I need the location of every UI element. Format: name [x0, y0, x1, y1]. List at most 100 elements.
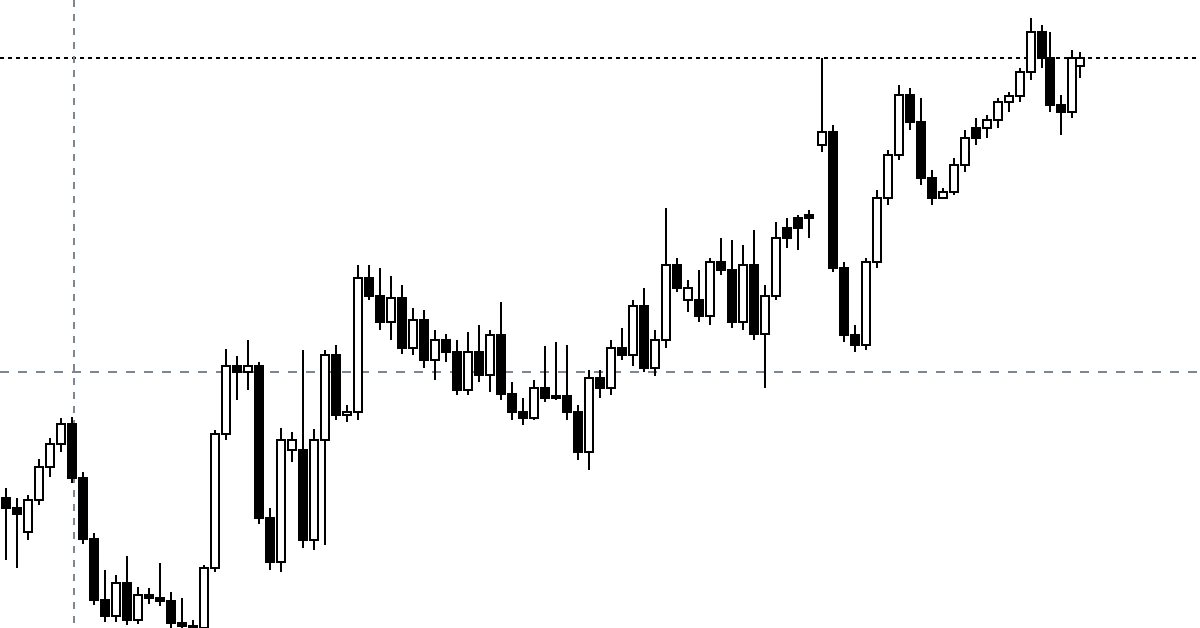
candle: [243, 340, 253, 390]
candle-body-down: [232, 365, 242, 373]
candle: [12, 498, 22, 568]
candle-body-down: [155, 597, 165, 602]
candle-body-down: [916, 121, 926, 179]
candle-body-up: [628, 305, 638, 356]
candle: [938, 188, 948, 199]
candle: [529, 380, 539, 420]
candle-body-down: [441, 339, 451, 353]
candle: [177, 598, 187, 628]
candle-body-up: [133, 594, 143, 621]
candle-body-down: [595, 377, 605, 389]
candle-body-down: [144, 594, 154, 599]
candle: [894, 85, 904, 160]
candle: [232, 356, 242, 400]
candle-body-down: [639, 305, 649, 369]
candle-body-up: [960, 137, 970, 166]
candle: [265, 508, 275, 570]
candle-body-down: [67, 423, 77, 479]
candle-body-down: [188, 625, 198, 628]
candle-body-down: [78, 477, 88, 540]
candle: [828, 125, 838, 272]
candle: [595, 370, 605, 398]
candle: [839, 262, 849, 342]
candle-body-up: [320, 354, 330, 441]
candle: [606, 340, 616, 395]
candle: [628, 300, 638, 366]
candle-body-down: [793, 217, 803, 229]
candle-body-up: [485, 334, 495, 376]
candle: [320, 350, 330, 545]
candle: [452, 340, 462, 395]
candle: [971, 118, 981, 145]
candle: [276, 428, 286, 572]
candle: [982, 115, 992, 138]
candle-body-down: [89, 538, 99, 601]
candle: [111, 575, 121, 622]
candle-body-up: [705, 261, 715, 317]
candle: [1, 488, 11, 560]
candle: [749, 230, 759, 340]
candle-body-down: [518, 411, 528, 419]
candle-body-up: [661, 264, 671, 341]
candle-body-down: [177, 622, 187, 627]
candle: [1037, 25, 1047, 68]
candle-body-down: [672, 264, 682, 289]
candle-body-up: [56, 423, 66, 445]
candle-body-down: [839, 267, 849, 336]
candle-body-up: [982, 119, 992, 129]
candle: [221, 349, 231, 440]
candle: [298, 350, 308, 548]
candle-body-down: [905, 94, 915, 123]
candle: [45, 438, 55, 477]
candle-body-up: [584, 377, 594, 453]
candle: [188, 620, 198, 628]
candle: [386, 276, 396, 340]
candle-body-down: [375, 295, 385, 323]
candle-body-up: [993, 101, 1003, 121]
candle-body-up: [872, 197, 882, 263]
candle-body-up: [771, 237, 781, 297]
candle: [309, 429, 319, 550]
candle: [771, 222, 781, 300]
candle-body-up: [760, 295, 770, 335]
candle-body-down: [122, 582, 132, 621]
candle: [485, 330, 495, 392]
candle-body-down: [1037, 31, 1047, 59]
candle: [993, 98, 1003, 128]
candle: [1056, 95, 1066, 135]
candle: [927, 170, 937, 205]
candle: [342, 405, 352, 422]
candle: [507, 382, 517, 420]
candle-body-up: [1026, 31, 1036, 73]
candle: [34, 459, 44, 505]
candle-body-down: [419, 319, 429, 361]
candle: [1067, 50, 1077, 118]
candle: [617, 328, 627, 360]
candle-body-down: [540, 387, 550, 399]
candle: [166, 592, 176, 628]
candle-body-up: [606, 347, 616, 389]
candle: [960, 130, 970, 172]
candle-body-up: [287, 439, 297, 451]
candle: [78, 472, 88, 544]
candle: [760, 285, 770, 388]
candle-body-down: [12, 507, 22, 515]
candle-body-up: [408, 319, 418, 349]
candle: [793, 215, 803, 250]
candle-body-up: [430, 339, 440, 361]
candle: [540, 346, 550, 402]
candle: [133, 587, 143, 624]
candle-body-down: [694, 299, 704, 317]
candle: [331, 345, 341, 420]
candle: [672, 258, 682, 292]
candle-body-up: [342, 411, 352, 416]
candle-body-up: [883, 154, 893, 199]
candle: [949, 158, 959, 195]
candle-body-down: [397, 297, 407, 349]
candle-body-down: [298, 449, 308, 541]
candle: [650, 330, 660, 376]
candle: [883, 150, 893, 205]
candle: [496, 302, 506, 400]
candle-body-up: [34, 466, 44, 501]
candle-body-down: [971, 127, 981, 139]
